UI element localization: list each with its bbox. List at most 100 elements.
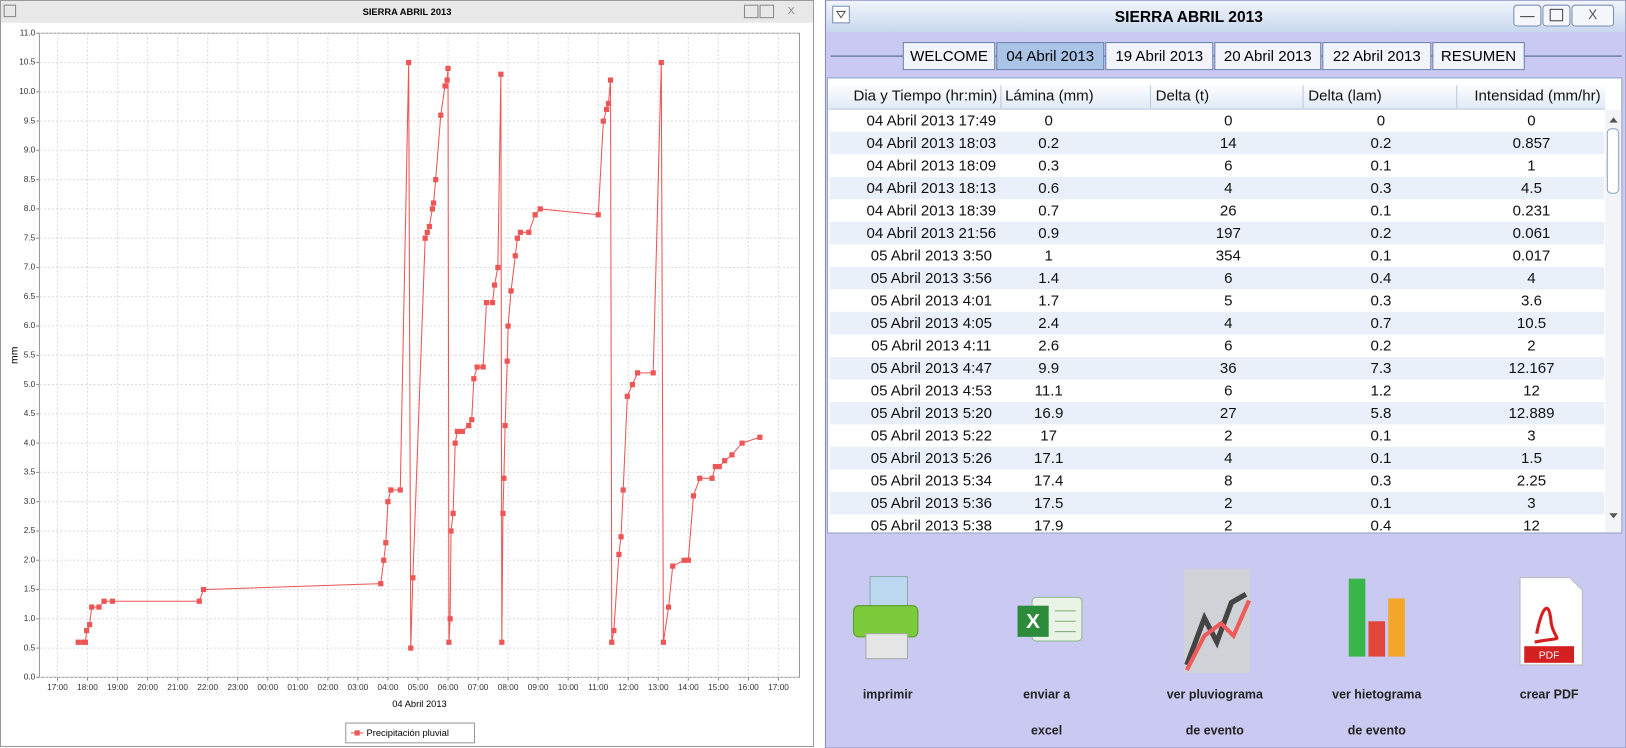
- y-tick-label: 4.5: [24, 408, 36, 418]
- printer-icon[interactable]: [852, 576, 919, 660]
- y-tick-label: 1.0: [24, 613, 36, 623]
- chart: 0.0 0.5 1.0 1.5 2.0 2.5 3.0 3.5 4.0 4.5 5.0 5.5 6.0 6…: [9, 27, 801, 744]
- pluviograma-icon[interactable]: [1183, 569, 1251, 674]
- row-stripe: [829, 356, 1605, 380]
- data-point: [408, 645, 414, 651]
- close-button[interactable]: [1571, 4, 1615, 27]
- tab-label[interactable]: 04 Abril 2013: [1006, 48, 1094, 65]
- close-button[interactable]: X: [788, 6, 795, 17]
- cell: 2.4: [1038, 315, 1059, 332]
- maximize-button[interactable]: [1542, 4, 1571, 27]
- minimize-button[interactable]: [743, 4, 759, 19]
- y-tick-label: 1.5: [24, 584, 36, 594]
- tab-label[interactable]: 20 Abril 2013: [1224, 48, 1312, 65]
- x-tick-label: 02:00: [317, 682, 338, 692]
- data-point: [502, 422, 508, 429]
- scroll-up[interactable]: [1609, 117, 1618, 123]
- button-label[interactable]: ver pluviograma: [1167, 687, 1263, 701]
- cell: 0.2: [1370, 225, 1391, 242]
- cell: 14: [1220, 135, 1237, 152]
- data-point: [424, 229, 430, 235]
- tab-label[interactable]: 22 Abril 2013: [1333, 48, 1421, 65]
- button-label[interactable]: enviar a: [1023, 687, 1070, 701]
- button-label[interactable]: imprimir: [863, 687, 913, 701]
- cell: 0.3: [1038, 158, 1059, 175]
- data-point: [722, 458, 728, 464]
- cell: 17.5: [1034, 495, 1063, 512]
- button-label[interactable]: de evento: [1186, 724, 1245, 738]
- data-point: [445, 65, 451, 71]
- x-tick-label: 04:00: [378, 682, 399, 692]
- cell: 197: [1216, 225, 1241, 242]
- tab[interactable]: [1214, 42, 1322, 71]
- data-point: [489, 300, 496, 306]
- maximize-button[interactable]: [759, 4, 775, 19]
- column-header: Dia y Tiempo (hr:min): [853, 88, 997, 105]
- button-label[interactable]: crear PDF: [1520, 687, 1579, 701]
- button-label[interactable]: de evento: [1348, 724, 1407, 738]
- excel-icon[interactable]: X: [1017, 596, 1083, 642]
- cell: 05 Abril 2013 5:36: [871, 495, 992, 512]
- data-point: [410, 575, 416, 581]
- menu-icon[interactable]: [3, 4, 17, 18]
- legend-box: [345, 722, 476, 744]
- tab[interactable]: [1322, 42, 1432, 71]
- cell: 0.061: [1513, 225, 1551, 242]
- x-tick-label: 11:00: [588, 682, 609, 692]
- cell: 0.3: [1370, 293, 1391, 310]
- tab[interactable]: [902, 42, 996, 71]
- cell: 6: [1224, 270, 1232, 287]
- cell: 12.167: [1508, 360, 1554, 377]
- scroll-thumb[interactable]: [1606, 128, 1620, 194]
- data-point: [381, 557, 387, 563]
- column-header: Intensidad (mm/hr): [1474, 88, 1600, 105]
- tab[interactable]: [1105, 42, 1214, 71]
- cell: 0: [1044, 113, 1052, 130]
- cell: 0: [1377, 113, 1385, 130]
- cell: 05 Abril 2013 5:26: [871, 450, 992, 467]
- data-point: [459, 428, 466, 435]
- tab[interactable]: [996, 42, 1105, 71]
- scrollbar[interactable]: [1605, 110, 1621, 532]
- cell: 5.8: [1370, 405, 1391, 422]
- minimize-button[interactable]: [1513, 4, 1542, 27]
- x-tick-label: 00:00: [257, 682, 278, 692]
- data-point: [681, 557, 687, 563]
- cell: 3: [1527, 495, 1535, 512]
- cell: 0.1: [1370, 428, 1391, 445]
- cell: 04 Abril 2013 18:13: [867, 180, 997, 197]
- cell: 6: [1224, 338, 1232, 355]
- hietograma-icon[interactable]: [1348, 578, 1405, 657]
- y-tick-label: 9.0: [24, 145, 36, 155]
- tab[interactable]: [1432, 42, 1525, 71]
- cell: 8: [1224, 473, 1232, 490]
- data-point: [712, 463, 718, 470]
- data-point: [430, 200, 437, 206]
- data-point: [629, 381, 636, 388]
- chart-window: X SIERRA ABRIL 2013 0.0 0.5 1.0 1.5 2.0 2.5 3.…: [0, 0, 815, 747]
- cell: 1: [1527, 158, 1535, 175]
- title-bar: [1, 1, 813, 23]
- scroll-down[interactable]: [1609, 513, 1618, 519]
- cell: 04 Abril 2013 17:49: [867, 113, 997, 130]
- legend-marker: [354, 730, 360, 736]
- tab-label[interactable]: RESUMEN: [1441, 48, 1516, 65]
- table-body: 04 Abril 2013 17:49 0 0 0 0 04 Abril 2013 18:…: [829, 113, 1605, 535]
- data-point: [604, 106, 610, 112]
- data-point: [609, 639, 615, 645]
- tab-label[interactable]: 19 Abril 2013: [1115, 48, 1203, 65]
- column-header: Lámina (mm): [1005, 88, 1094, 105]
- data-point: [426, 223, 432, 230]
- pdf-icon[interactable]: PDF: [1519, 577, 1583, 666]
- menu-icon[interactable]: [832, 5, 850, 24]
- button-label[interactable]: ver hietograma: [1332, 687, 1421, 701]
- button-label[interactable]: excel: [1031, 724, 1062, 738]
- data-point: [82, 639, 89, 645]
- table: Dia y Tiempo (hr:min) Lámina (mm) Delta (t…: [828, 85, 1606, 110]
- x-tick-label: 19:00: [107, 682, 128, 692]
- data-point: [471, 376, 477, 382]
- tab-label[interactable]: WELCOME: [910, 48, 988, 65]
- cell: 1: [1044, 248, 1052, 265]
- cell: 2: [1224, 518, 1232, 535]
